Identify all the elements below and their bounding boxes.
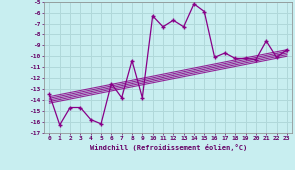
X-axis label: Windchill (Refroidissement éolien,°C): Windchill (Refroidissement éolien,°C) (89, 144, 247, 151)
